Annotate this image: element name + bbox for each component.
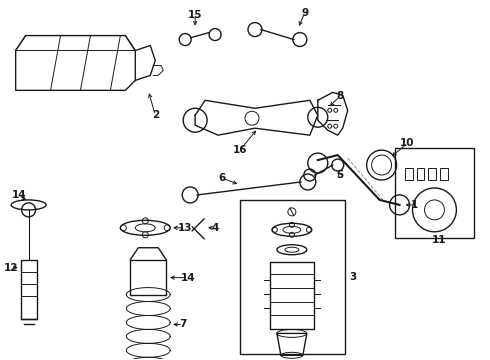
Text: 10: 10 (400, 138, 415, 148)
Text: 4: 4 (211, 223, 219, 233)
Bar (130, 260, 166, 294)
Text: 5: 5 (336, 170, 343, 180)
Text: 12: 12 (3, 263, 18, 273)
Bar (428, 168, 437, 180)
Bar (394, 148, 474, 238)
Text: 15: 15 (188, 10, 202, 20)
Text: 7: 7 (179, 319, 187, 329)
Text: 6: 6 (219, 173, 226, 183)
Bar (240, 200, 345, 354)
Bar (416, 168, 424, 180)
Text: 9: 9 (301, 8, 308, 18)
Bar (405, 168, 413, 180)
Bar (441, 168, 448, 180)
Text: 14: 14 (11, 190, 26, 200)
Text: 1: 1 (411, 200, 418, 210)
Bar (270, 262, 314, 329)
Text: 13: 13 (178, 223, 193, 233)
Text: 8: 8 (336, 91, 343, 101)
Text: 11: 11 (432, 235, 447, 245)
Text: 3: 3 (349, 272, 356, 282)
Text: 2: 2 (151, 110, 159, 120)
Bar (21, 260, 37, 319)
Text: 14: 14 (181, 273, 196, 283)
Text: 16: 16 (233, 145, 247, 155)
